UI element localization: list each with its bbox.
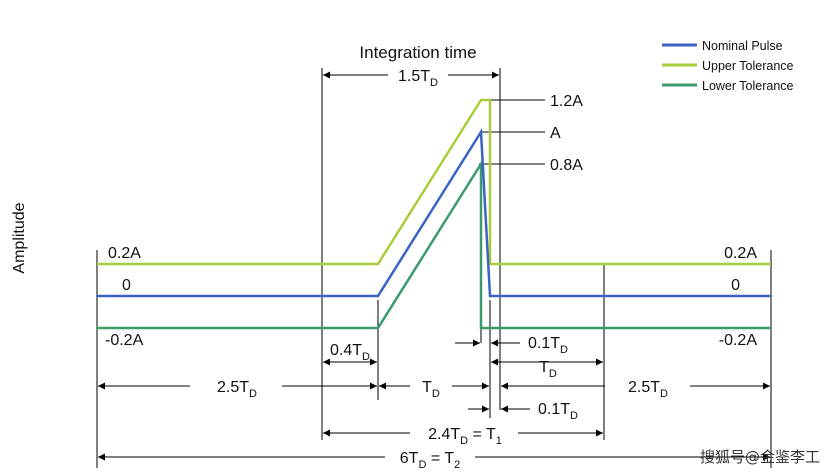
dim-t1: 2.4TD = T1 bbox=[428, 426, 502, 447]
y-axis-label: Amplitude bbox=[11, 202, 28, 273]
dim-pulse-width: TD bbox=[422, 379, 440, 400]
dim-rise-tolerance: 0.4TD bbox=[330, 342, 370, 363]
legend-label-lower: Lower Tolerance bbox=[702, 79, 794, 93]
dim-fall-tolerance-bottom: 0.1TD bbox=[538, 401, 578, 422]
label-right-lower: -0.2A bbox=[719, 332, 758, 349]
label-peak-lower: 0.8A bbox=[550, 157, 583, 174]
nominal-pulse-line bbox=[97, 128, 771, 298]
dim-integration-width: 1.5TD bbox=[398, 68, 438, 89]
reference-lines bbox=[96, 68, 772, 468]
legend-label-upper: Upper Tolerance bbox=[702, 59, 794, 73]
upper-tolerance-line bbox=[97, 98, 771, 266]
watermark: 搜狐号@金鉴李工 bbox=[699, 448, 820, 466]
dim-td-right: TD bbox=[539, 359, 557, 380]
lower-tolerance-line bbox=[97, 159, 771, 330]
dim-fall-tolerance-top: 0.1TD bbox=[528, 335, 568, 356]
dim-left-baseline: 2.5TD bbox=[217, 379, 257, 400]
dimension-arrows bbox=[98, 71, 770, 461]
label-right-upper: 0.2A bbox=[724, 245, 757, 262]
legend: Nominal Pulse Upper Tolerance Lower Tole… bbox=[662, 39, 794, 93]
label-right-zero: 0 bbox=[731, 277, 740, 294]
label-left-zero: 0 bbox=[122, 277, 131, 294]
label-peak-upper: 1.2A bbox=[550, 93, 583, 110]
legend-label-nominal: Nominal Pulse bbox=[702, 39, 783, 53]
label-peak-nominal: A bbox=[550, 125, 561, 142]
label-left-lower: -0.2A bbox=[105, 332, 144, 349]
label-left-upper: 0.2A bbox=[108, 245, 141, 262]
dim-right-baseline: 2.5TD bbox=[628, 379, 668, 400]
dim-t2: 6TD = T2 bbox=[400, 450, 460, 471]
title: Integration time bbox=[359, 43, 476, 62]
